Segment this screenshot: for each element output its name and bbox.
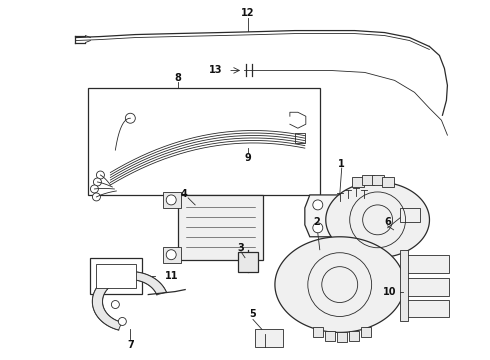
Text: 11: 11: [165, 271, 179, 281]
Polygon shape: [93, 272, 167, 330]
Text: 10: 10: [383, 287, 396, 297]
Bar: [238, 252, 258, 272]
Text: 4: 4: [181, 189, 188, 199]
Bar: [163, 192, 181, 208]
Bar: [382, 177, 393, 187]
Bar: [337, 332, 347, 342]
Bar: [163, 247, 181, 263]
Text: 5: 5: [249, 310, 256, 319]
Circle shape: [94, 178, 101, 186]
Bar: [405, 255, 449, 273]
Bar: [89, 88, 320, 195]
Bar: [313, 328, 323, 337]
Circle shape: [166, 195, 176, 205]
Circle shape: [111, 301, 120, 309]
Polygon shape: [275, 237, 405, 332]
Bar: [405, 278, 449, 296]
Text: 8: 8: [175, 73, 182, 84]
Circle shape: [119, 318, 126, 325]
Text: 1: 1: [339, 159, 345, 169]
Bar: [362, 175, 374, 185]
Bar: [399, 250, 408, 321]
Bar: [361, 328, 370, 337]
Bar: [371, 175, 384, 185]
Bar: [178, 195, 263, 260]
Text: 13: 13: [209, 66, 223, 76]
Bar: [349, 332, 359, 341]
Text: 12: 12: [241, 8, 255, 18]
Text: 9: 9: [245, 153, 251, 163]
Bar: [325, 332, 335, 341]
Circle shape: [166, 250, 176, 260]
Circle shape: [313, 223, 323, 233]
Circle shape: [313, 200, 323, 210]
Polygon shape: [305, 195, 385, 237]
Circle shape: [125, 113, 135, 123]
Circle shape: [93, 193, 100, 201]
Text: 6: 6: [384, 217, 391, 227]
Text: 7: 7: [127, 340, 134, 350]
Bar: [97, 264, 136, 288]
Circle shape: [97, 171, 104, 179]
Circle shape: [91, 185, 98, 193]
Bar: [405, 300, 449, 318]
Bar: [352, 177, 364, 187]
Bar: [399, 208, 419, 222]
Polygon shape: [326, 182, 429, 258]
Bar: [255, 329, 283, 347]
Bar: [91, 258, 142, 293]
Text: 2: 2: [314, 217, 320, 227]
Text: 3: 3: [238, 243, 245, 253]
